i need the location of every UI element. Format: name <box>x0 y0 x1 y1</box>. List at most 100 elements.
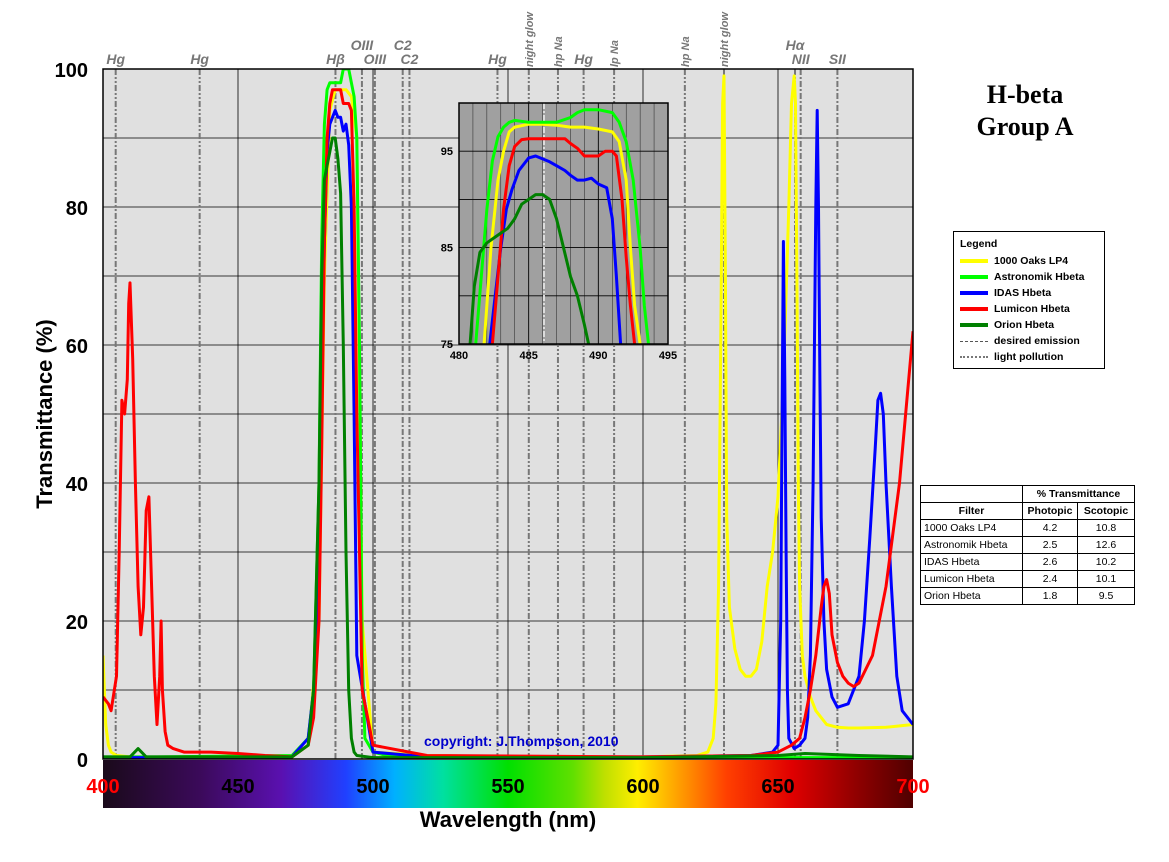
emission-line-label: OIII <box>351 37 375 53</box>
inset-series-line <box>490 137 637 344</box>
x-tick-label: 600 <box>626 776 659 798</box>
table-row: Orion Hbeta 1.8 9.5 <box>920 587 1135 605</box>
table-cell: 2.5 <box>1022 536 1078 554</box>
table-group-header: % Transmittance <box>1022 485 1135 503</box>
y-tick-label: 0 <box>77 750 88 772</box>
x-tick-label: 400 <box>86 776 119 798</box>
inset-y-tick-label: 75 <box>441 339 453 351</box>
y-tick-label: 20 <box>66 612 88 634</box>
legend-item: Lumicon Hbeta <box>960 302 1070 316</box>
emission-line-label: hp Na <box>680 36 692 67</box>
table-cell: IDAS Hbeta <box>920 553 1023 571</box>
legend-swatch <box>960 275 988 279</box>
emission-line-label: night glow <box>719 11 731 67</box>
x-tick-label: 700 <box>896 776 929 798</box>
inset-x-tick-label: 490 <box>589 350 607 362</box>
table-col-header: Scotopic <box>1077 502 1135 520</box>
legend-swatch <box>960 340 988 342</box>
x-tick-label: 650 <box>761 776 794 798</box>
table-cell: 1.8 <box>1022 587 1078 605</box>
emission-line-label: C2 <box>400 51 418 67</box>
inset-y-tick-label: 85 <box>441 243 453 255</box>
chart-title-line-1: H-beta <box>986 80 1064 109</box>
emission-line-label: C2 <box>394 37 412 53</box>
table-cell: 10.1 <box>1077 570 1135 588</box>
table-cell: 1000 Oaks LP4 <box>920 519 1023 537</box>
table-cell: 10.8 <box>1077 519 1135 537</box>
inset-series-line <box>474 108 650 344</box>
inset-chart: 480 485 490 495 75 85 95 <box>441 102 677 362</box>
emission-line-label: OIII <box>364 51 388 67</box>
x-axis-label: Wavelength (nm) <box>420 807 596 832</box>
legend-swatch <box>960 356 988 358</box>
table-row: 1000 Oaks LP4 4.2 10.8 <box>920 519 1135 537</box>
inset-series-line <box>488 154 623 344</box>
legend-label: Astronomik Hbeta <box>994 271 1085 283</box>
legend-label: Orion Hbeta <box>994 319 1055 331</box>
legend-label: desired emission <box>994 335 1080 347</box>
y-tick-label: 40 <box>66 474 88 496</box>
table-cell: 2.6 <box>1022 553 1078 571</box>
x-tick-label: 550 <box>491 776 524 798</box>
inset-frame <box>458 102 669 345</box>
inset-y-tick-label: 95 <box>441 146 453 158</box>
y-tick-label: 60 <box>66 336 88 358</box>
series-line <box>103 108 913 759</box>
emission-line-label: Hg <box>106 51 125 67</box>
legend-swatch <box>960 323 988 327</box>
legend-item: Orion Hbeta <box>960 318 1054 332</box>
legend-swatch <box>960 291 988 295</box>
y-tick-label: 100 <box>55 60 88 82</box>
emission-line-label: Hα <box>786 37 806 53</box>
legend-item: desired emission <box>960 334 1080 348</box>
emission-line-label: Hg <box>190 51 209 67</box>
table-cell: Astronomik Hbeta <box>920 536 1023 554</box>
table-cell: 9.5 <box>1077 587 1135 605</box>
table-row: Astronomik Hbeta 2.5 12.6 <box>920 536 1135 554</box>
emission-line-label: Hβ <box>326 51 345 67</box>
emission-line-label: lp Na <box>609 40 621 67</box>
spectrum-bar <box>103 760 913 808</box>
inset-x-tick-label: 485 <box>519 350 537 362</box>
plot-frame <box>102 68 914 760</box>
legend-swatch <box>960 307 988 311</box>
table-cell: 12.6 <box>1077 536 1135 554</box>
y-tick-label: 80 <box>66 198 88 220</box>
legend-label: light pollution <box>994 351 1064 363</box>
table-row: Lumicon Hbeta 2.4 10.1 <box>920 570 1135 588</box>
legend-item: 1000 Oaks LP4 <box>960 254 1068 268</box>
inset-series-line <box>482 122 642 344</box>
legend-label: IDAS Hbeta <box>994 287 1052 299</box>
emission-line-label: hp Na <box>553 36 565 67</box>
legend-title: Legend <box>960 238 998 250</box>
table-cell: Lumicon Hbeta <box>920 570 1023 588</box>
table-col-header: Filter <box>920 502 1023 520</box>
series-line <box>103 88 913 759</box>
table-cell: 4.2 <box>1022 519 1078 537</box>
emission-line-label: Hg <box>488 51 507 67</box>
legend-item: Astronomik Hbeta <box>960 270 1084 284</box>
legend-item: light pollution <box>960 350 1063 364</box>
emission-line-label: night glow <box>524 11 536 67</box>
legend: Legend 1000 Oaks LP4 Astronomik Hbeta IDAS… <box>953 231 1105 369</box>
legend-item: IDAS Hbeta <box>960 286 1051 300</box>
table-cell: 2.4 <box>1022 570 1078 588</box>
emission-line-label: SII <box>829 51 847 67</box>
emission-line-label: Hg <box>574 51 593 67</box>
copyright-annotation: copyright: J.Thompson, 2010 <box>424 733 619 749</box>
legend-label: Lumicon Hbeta <box>994 303 1070 315</box>
inset-x-tick-label: 495 <box>659 350 677 362</box>
inset-x-tick-label: 480 <box>450 350 468 362</box>
table-cell: 10.2 <box>1077 553 1135 571</box>
transmittance-table: % Transmittance Filter Photopic Scotopic… <box>920 485 1135 605</box>
legend-swatch <box>960 259 988 263</box>
chart-title-line-2: Group A <box>976 112 1074 141</box>
table-cell: Orion Hbeta <box>920 587 1023 605</box>
inset-series-line <box>468 193 591 344</box>
table-col-header: Photopic <box>1022 502 1078 520</box>
x-tick-label: 500 <box>356 776 389 798</box>
y-axis-label: Transmittance (%) <box>32 319 57 509</box>
x-tick-label: 450 <box>221 776 254 798</box>
emission-line-label: NII <box>792 51 811 67</box>
series-line <box>103 136 913 759</box>
